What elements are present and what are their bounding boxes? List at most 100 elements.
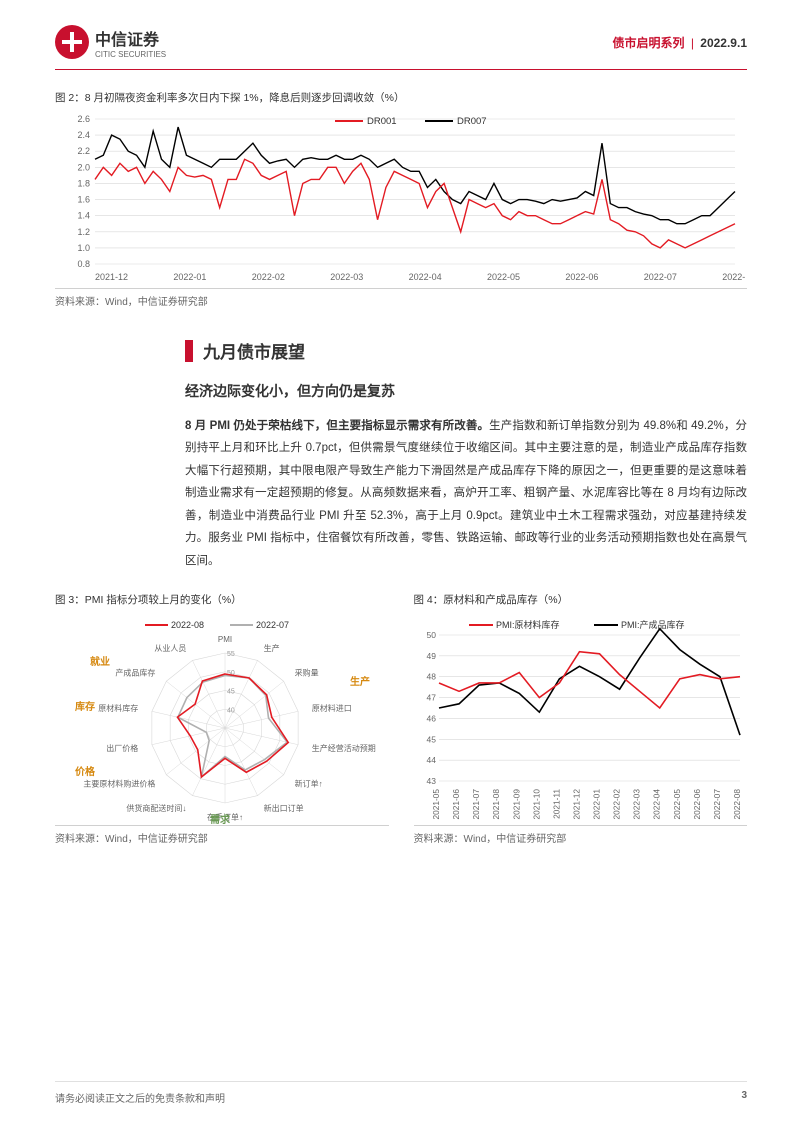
svg-text:PMI:原材料库存: PMI:原材料库存 <box>496 619 560 630</box>
svg-text:供货商配送时间↓: 供货商配送时间↓ <box>126 803 186 813</box>
svg-text:原材料库存: 原材料库存 <box>98 703 138 713</box>
svg-text:43: 43 <box>426 776 436 786</box>
separator: | <box>691 36 694 50</box>
svg-text:2022-02: 2022-02 <box>611 789 621 820</box>
svg-text:2021-12: 2021-12 <box>571 789 581 820</box>
fig3-svg: 40455055PMI生产采购量原材料进口生产经营活动预期新订单↑新出口订单在手… <box>55 613 387 823</box>
svg-text:1.8: 1.8 <box>77 178 90 188</box>
svg-text:1.4: 1.4 <box>77 211 90 221</box>
fig2-chart: 0.8 1.0 1.2 1.4 1.6 1.8 2.0 2.2 2.4 2.6 2021-12 202… <box>55 111 747 289</box>
series-label: 债市启明系列 <box>612 36 684 50</box>
svg-text:44: 44 <box>426 755 436 765</box>
svg-text:2021-07: 2021-07 <box>471 789 481 820</box>
svg-text:2.2: 2.2 <box>77 146 90 156</box>
svg-text:采购量: 采购量 <box>295 667 319 677</box>
svg-text:2021-06: 2021-06 <box>451 789 461 820</box>
fig4-title: 图 4：原材料和产成品库存（%） <box>414 592 748 607</box>
logo-text-en: CITIC SECURITIES <box>95 50 166 59</box>
logo-block: 中信证券 CITIC SECURITIES <box>55 25 166 59</box>
svg-text:2022-04: 2022-04 <box>409 272 442 282</box>
svg-text:2021-12: 2021-12 <box>95 272 128 282</box>
svg-text:55: 55 <box>227 651 235 658</box>
radar-category-label: 就业 <box>90 653 110 668</box>
radar-category-label: 价格 <box>75 763 95 778</box>
svg-text:2.0: 2.0 <box>77 162 90 172</box>
svg-text:2022-07: 2022-07 <box>256 620 289 630</box>
svg-text:生产经营活动预期: 生产经营活动预期 <box>312 743 376 753</box>
svg-text:45: 45 <box>426 734 436 744</box>
radar-category-label: 生产 <box>350 673 370 688</box>
svg-text:2022-07: 2022-07 <box>711 789 721 820</box>
svg-text:从业人员: 从业人员 <box>154 643 186 653</box>
svg-text:2022-05: 2022-05 <box>671 789 681 820</box>
svg-text:2022-01: 2022-01 <box>173 272 206 282</box>
body-lead: 8 月 PMI 仍处于荣枯线下，但主要指标显示需求有所改善。 <box>185 420 489 432</box>
svg-text:1.0: 1.0 <box>77 243 90 253</box>
page-header: 中信证券 CITIC SECURITIES 债市启明系列 | 2022.9.1 <box>0 0 802 69</box>
fig2-svg: 0.8 1.0 1.2 1.4 1.6 1.8 2.0 2.2 2.4 2.6 2021-12 202… <box>55 111 745 286</box>
svg-text:47: 47 <box>426 693 436 703</box>
svg-text:2022-03: 2022-03 <box>330 272 363 282</box>
svg-text:49: 49 <box>426 651 436 661</box>
fig4-svg: 43444546474849502021-052021-062021-07202… <box>414 613 746 823</box>
header-meta: 债市启明系列 | 2022.9.1 <box>612 34 747 51</box>
svg-text:原材料进口: 原材料进口 <box>312 703 352 713</box>
svg-text:2022-06: 2022-06 <box>565 272 598 282</box>
fig3-title: 图 3：PMI 指标分项较上月的变化（%） <box>55 592 389 607</box>
svg-text:2022-02: 2022-02 <box>252 272 285 282</box>
fig2-source: 资料来源：Wind，中信证券研究部 <box>55 293 747 308</box>
svg-text:45: 45 <box>227 688 235 695</box>
svg-text:新订单↑: 新订单↑ <box>295 778 323 788</box>
section-head: 九月债市展望 <box>185 338 747 363</box>
svg-text:2021-10: 2021-10 <box>531 789 541 820</box>
svg-text:出厂价格: 出厂价格 <box>106 743 138 753</box>
fig4-chart: 43444546474849502021-052021-062021-07202… <box>414 613 748 826</box>
page-footer: 请务必阅读正文之后的免责条款和声明 3 <box>55 1081 747 1105</box>
svg-text:2021-09: 2021-09 <box>511 789 521 820</box>
fig4-source: 资料来源：Wind，中信证券研究部 <box>414 830 748 845</box>
svg-text:2022-06: 2022-06 <box>691 789 701 820</box>
section-title: 九月债市展望 <box>203 338 305 363</box>
radar-category-label: 库存 <box>75 698 95 713</box>
svg-text:2022-07: 2022-07 <box>644 272 677 282</box>
svg-text:新出口订单: 新出口订单 <box>264 803 304 813</box>
svg-text:2022-01: 2022-01 <box>591 789 601 820</box>
svg-text:2022-05: 2022-05 <box>487 272 520 282</box>
svg-text:1.6: 1.6 <box>77 195 90 205</box>
svg-text:2021-08: 2021-08 <box>491 789 501 820</box>
svg-text:2021-05: 2021-05 <box>431 789 441 820</box>
section-marker-bar <box>185 340 193 362</box>
svg-text:DR007: DR007 <box>457 116 487 127</box>
svg-text:2.6: 2.6 <box>77 114 90 124</box>
svg-text:50: 50 <box>426 630 436 640</box>
svg-text:主要原材料购进价格: 主要原材料购进价格 <box>83 778 155 788</box>
logo-text-cn: 中信证券 <box>95 26 166 50</box>
disclaimer-text: 请务必阅读正文之后的免责条款和声明 <box>55 1090 225 1105</box>
subsection-title: 经济边际变化小，但方向仍是复苏 <box>185 381 747 401</box>
svg-text:产成品库存: 产成品库存 <box>115 667 155 677</box>
body-paragraph: 8 月 PMI 仍处于荣枯线下，但主要指标显示需求有所改善。生产指数和新订单指数… <box>185 415 747 572</box>
radar-category-label: 需求 <box>210 811 230 826</box>
svg-text:2022-08: 2022-08 <box>722 272 745 282</box>
svg-text:DR001: DR001 <box>367 116 397 127</box>
svg-text:PMI:产成品库存: PMI:产成品库存 <box>621 619 685 630</box>
logo-icon <box>55 25 89 59</box>
svg-text:2022-08: 2022-08 <box>732 789 742 820</box>
fig2-title: 图 2：8 月初隔夜资金利率多次日内下探 1%，降息后则逐步回调收敛（%） <box>55 90 747 105</box>
fig3-chart: 40455055PMI生产采购量原材料进口生产经营活动预期新订单↑新出口订单在手… <box>55 613 389 826</box>
svg-text:1.2: 1.2 <box>77 227 90 237</box>
svg-text:生产: 生产 <box>264 643 280 653</box>
header-rule <box>55 69 747 70</box>
svg-text:PMI: PMI <box>218 635 232 644</box>
svg-text:46: 46 <box>426 713 436 723</box>
fig3-source: 资料来源：Wind，中信证券研究部 <box>55 830 389 845</box>
svg-text:2022-04: 2022-04 <box>651 789 661 820</box>
page-number: 3 <box>741 1090 747 1105</box>
body-text: 生产指数和新订单指数分别为 49.8%和 49.2%，分别持平上月和环比上升 0… <box>185 420 747 567</box>
svg-text:2.4: 2.4 <box>77 130 90 140</box>
svg-text:2021-11: 2021-11 <box>551 789 561 819</box>
svg-text:0.8: 0.8 <box>77 259 90 269</box>
svg-text:2022-03: 2022-03 <box>631 789 641 820</box>
svg-text:2022-08: 2022-08 <box>171 620 204 630</box>
header-date: 2022.9.1 <box>700 36 747 50</box>
